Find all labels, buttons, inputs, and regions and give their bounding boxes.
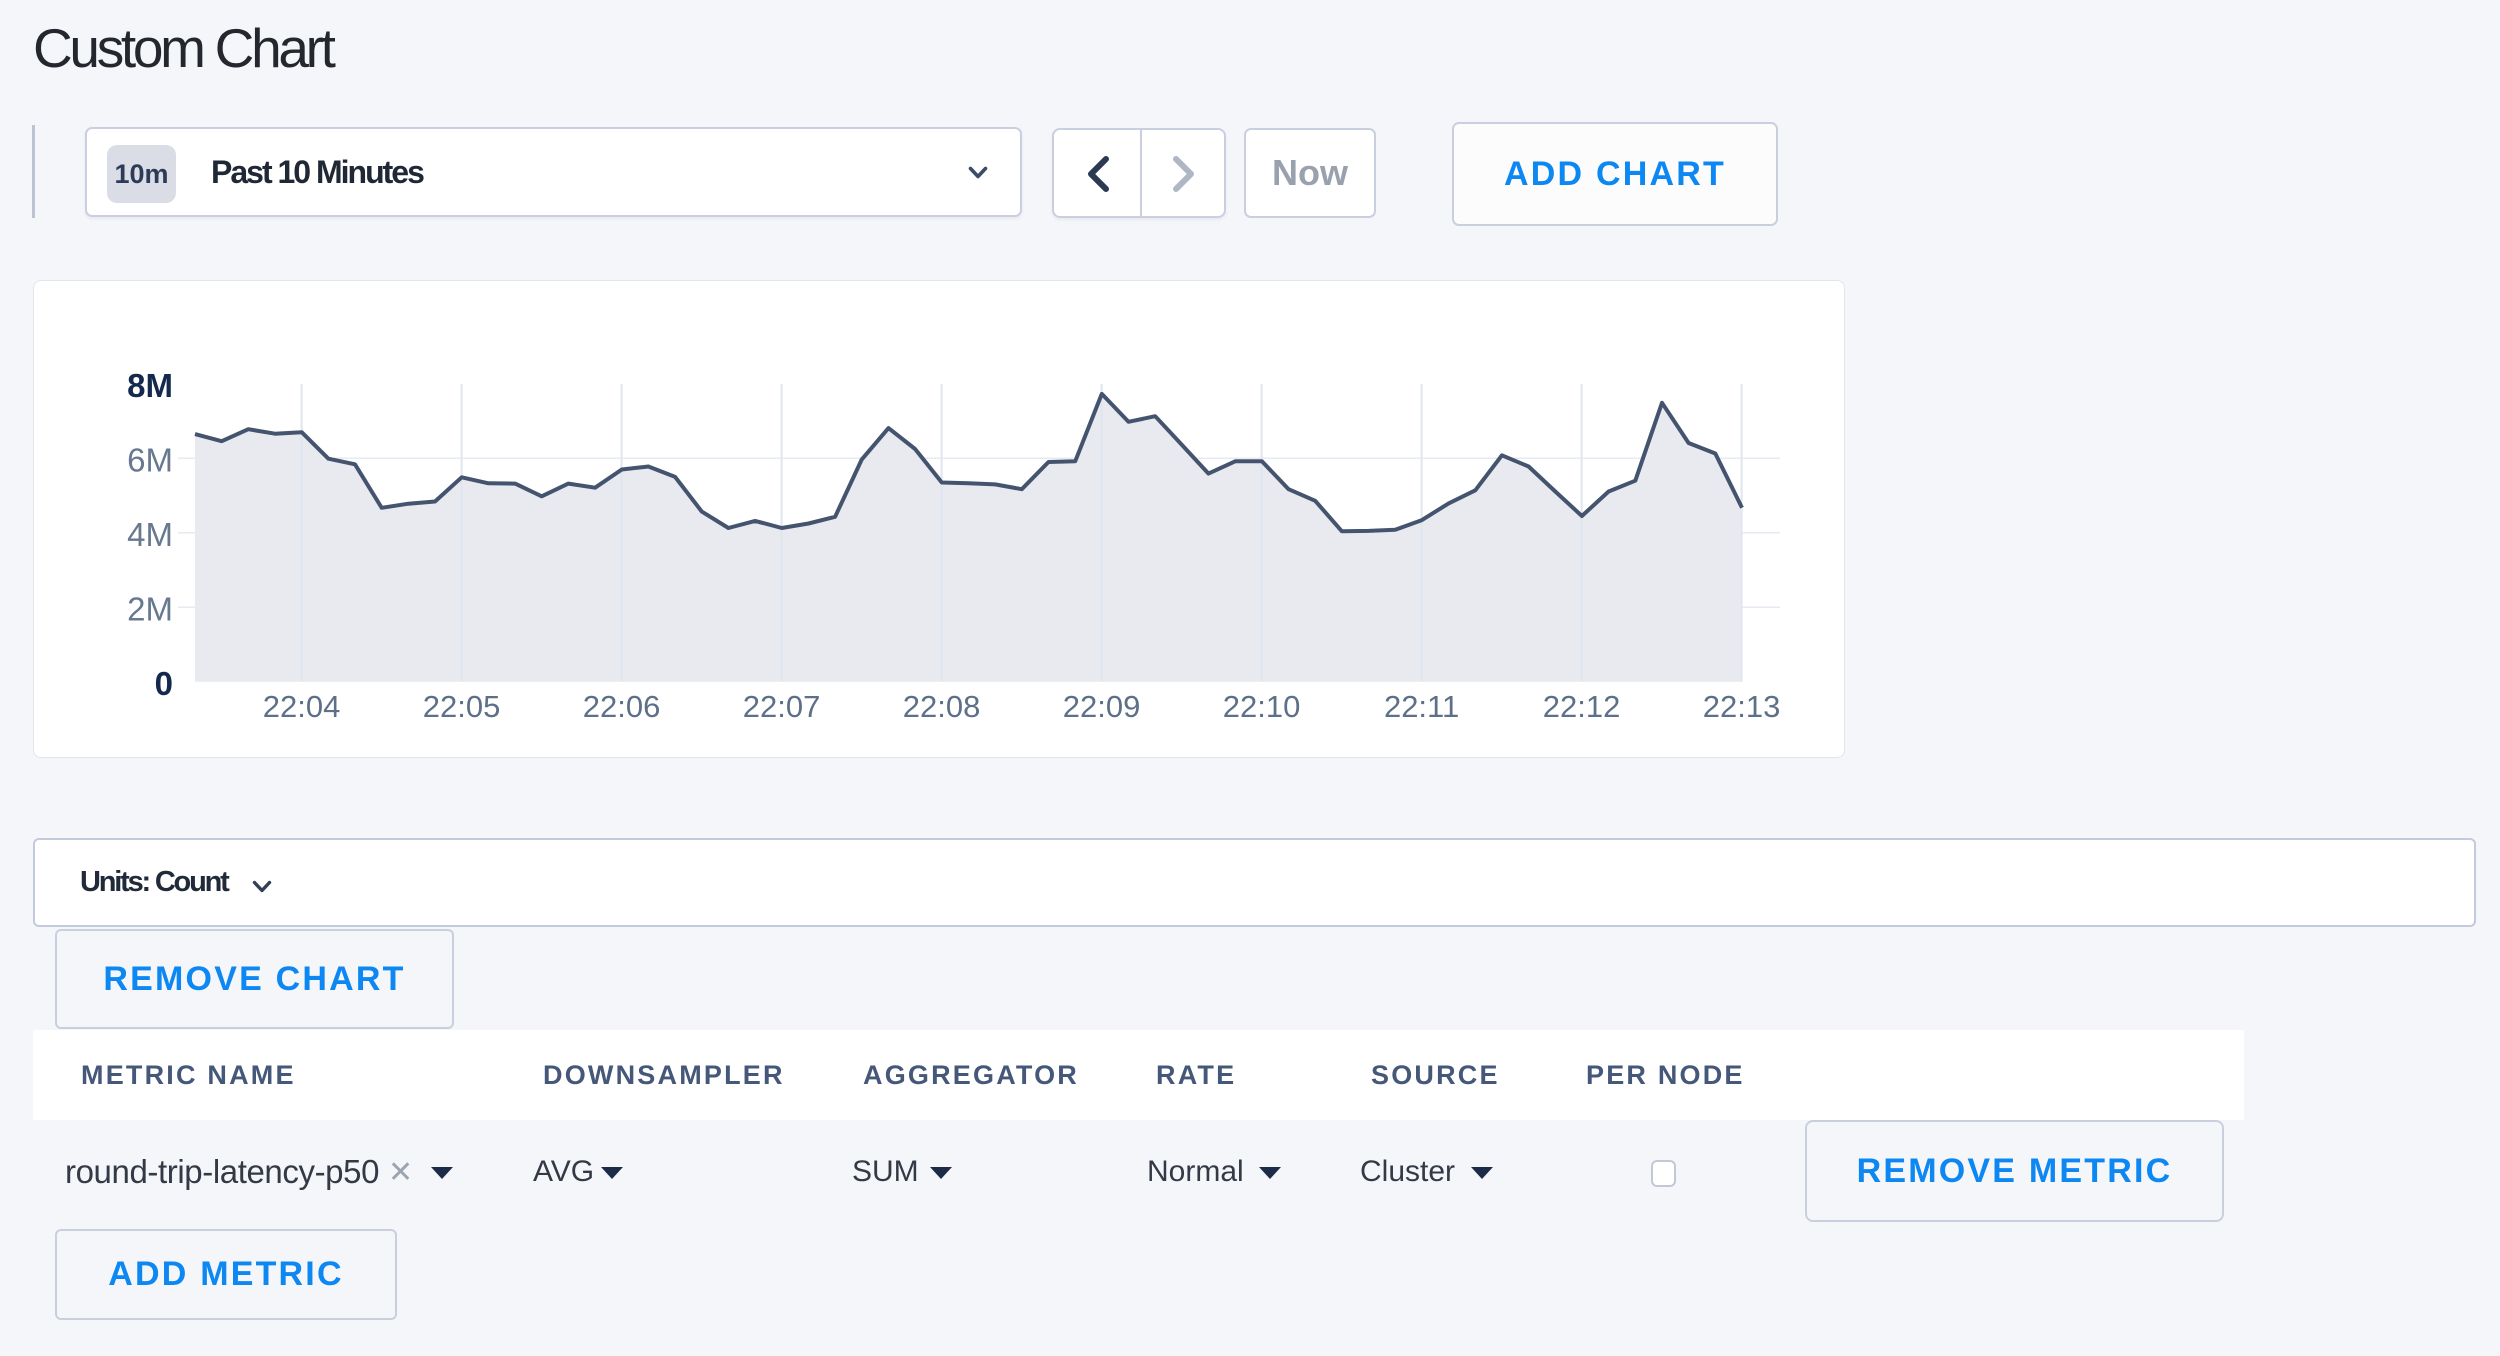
svg-text:22:10: 22:10 [1223,689,1301,724]
svg-text:22:06: 22:06 [583,689,661,724]
svg-text:0: 0 [155,665,173,702]
svg-text:22:05: 22:05 [423,689,501,724]
svg-text:22:09: 22:09 [1063,689,1141,724]
svg-text:6M: 6M [127,441,173,478]
svg-text:22:11: 22:11 [1384,689,1459,724]
svg-text:22:13: 22:13 [1703,689,1781,724]
svg-text:22:08: 22:08 [903,689,981,724]
svg-text:4M: 4M [127,516,173,553]
svg-text:22:04: 22:04 [263,689,341,724]
svg-text:22:07: 22:07 [743,689,821,724]
svg-text:22:12: 22:12 [1543,689,1621,724]
svg-text:2M: 2M [127,590,173,627]
svg-text:8M: 8M [127,367,173,404]
